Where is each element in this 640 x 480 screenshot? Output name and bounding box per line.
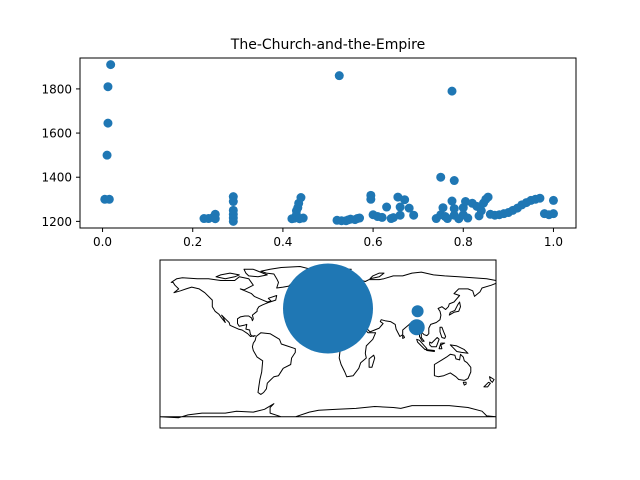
scatter-point — [228, 192, 238, 202]
coastline — [243, 268, 268, 278]
scatter-point — [210, 214, 220, 224]
coastline — [416, 338, 428, 351]
y-tick-label: 1600 — [41, 127, 72, 141]
coastline — [483, 381, 491, 388]
y-tick-label: 1400 — [41, 171, 72, 185]
x-tick-label: 0.2 — [183, 235, 202, 249]
map-marker — [411, 305, 424, 318]
coastline — [402, 335, 405, 339]
coastline — [462, 381, 467, 386]
coastline — [489, 376, 495, 383]
map-marker — [283, 263, 373, 354]
scatter-point — [298, 213, 308, 223]
coastline — [425, 349, 435, 352]
map-markers — [283, 263, 425, 354]
coastline — [433, 353, 472, 381]
scatter-point — [103, 118, 113, 128]
coastline — [251, 332, 296, 395]
y-axis: 1200 1400 1600 1800 — [41, 82, 80, 229]
y-tick-label: 1800 — [41, 82, 72, 96]
scatter-point — [334, 71, 344, 81]
x-tick-label: 1.0 — [544, 235, 563, 249]
scatter-plot: 0.0 0.2 0.4 0.6 0.8 1.0 1200 1400 1600 1800 — [41, 57, 577, 249]
coastline — [438, 342, 446, 350]
scatter-point — [395, 210, 405, 220]
scatter-point — [366, 190, 376, 200]
scatter-point — [400, 195, 410, 205]
coastline — [215, 272, 240, 280]
scatter-point — [483, 192, 493, 202]
x-tick-label: 0.8 — [454, 235, 473, 249]
scatter-point — [476, 206, 486, 216]
world-map — [159, 259, 497, 429]
scatter-point — [548, 209, 558, 219]
scatter-point — [404, 203, 414, 213]
x-tick-label: 0.6 — [364, 235, 383, 249]
plot-frame — [79, 57, 577, 229]
coastline — [160, 403, 496, 419]
x-tick-label: 0.0 — [93, 235, 112, 249]
scatter-point — [449, 176, 459, 186]
scatter-point — [461, 197, 471, 207]
coastline — [439, 326, 447, 339]
scatter-point — [102, 150, 112, 160]
scatter-point — [447, 86, 457, 96]
coastline — [429, 337, 440, 348]
coastline — [369, 272, 385, 280]
scatter-point — [393, 192, 403, 202]
scatter-points — [100, 60, 558, 226]
scatter-point — [106, 60, 116, 70]
x-axis: 0.0 0.2 0.4 0.6 0.8 1.0 — [93, 228, 563, 249]
scatter-point — [535, 193, 545, 203]
scatter-point — [447, 196, 457, 206]
scatter-point — [463, 213, 473, 223]
coastline — [448, 301, 461, 316]
scatter-point — [382, 202, 392, 212]
coastline — [368, 354, 376, 368]
scatter-point — [548, 195, 558, 205]
scatter-point — [103, 82, 113, 92]
scatter-point — [442, 214, 452, 224]
scatter-point — [449, 204, 459, 214]
scatter-point — [355, 213, 365, 223]
map-frame — [159, 259, 497, 429]
scatter-point — [436, 172, 446, 182]
scatter-point — [409, 210, 419, 220]
map-marker — [408, 319, 425, 336]
y-tick-label: 1200 — [41, 215, 72, 229]
scatter-point — [104, 194, 114, 204]
scatter-point — [377, 212, 387, 222]
x-tick-label: 0.4 — [273, 235, 292, 249]
scatter-point — [395, 202, 405, 212]
scatter-point — [438, 203, 448, 213]
scatter-point — [388, 213, 398, 223]
coastline — [170, 276, 278, 337]
coastline — [449, 344, 469, 354]
scatter-point — [296, 193, 306, 203]
scatter-point — [228, 205, 238, 215]
chart-title: The-Church-and-the-Empire — [230, 37, 425, 53]
